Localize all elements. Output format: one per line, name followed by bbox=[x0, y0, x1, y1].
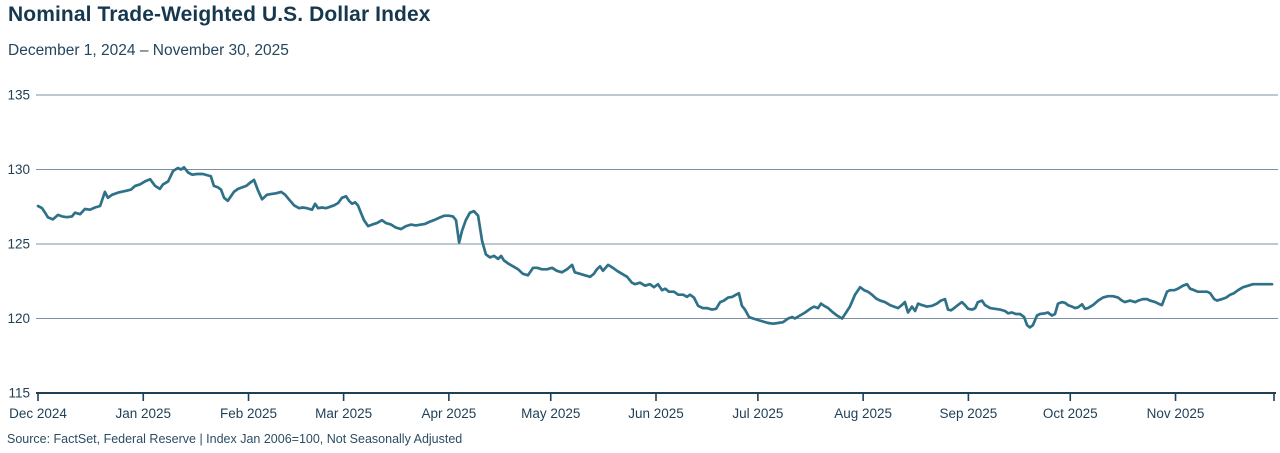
page-title: Nominal Trade-Weighted U.S. Dollar Index bbox=[8, 3, 431, 26]
month-label-jan-2025: Jan 2025 bbox=[115, 406, 171, 421]
month-label-mar-2025: Mar 2025 bbox=[315, 406, 372, 421]
y-axis-label-130: 130 bbox=[7, 162, 30, 177]
index-line bbox=[36, 165, 1274, 329]
page-subtitle: December 1, 2024 – November 30, 2025 bbox=[8, 42, 289, 59]
month-label-nov-2025: Nov 2025 bbox=[1147, 406, 1205, 421]
y-axis-label-125: 125 bbox=[7, 237, 30, 252]
month-label-apr-2025: Apr 2025 bbox=[421, 406, 476, 421]
month-label-may-2025: May 2025 bbox=[521, 406, 580, 421]
month-label-dec-2024: Dec 2024 bbox=[9, 406, 67, 421]
dollar-index-line-chart: 135 130 125 120 115 Dec 2024 Jan 2025 Feb 2025 M… bbox=[7, 88, 1278, 421]
month-label-jul-2025: Jul 2025 bbox=[732, 406, 783, 421]
month-label-feb-2025: Feb 2025 bbox=[220, 406, 277, 421]
month-label-jun-2025: Jun 2025 bbox=[628, 406, 684, 421]
month-label-sep-2025: Sep 2025 bbox=[939, 406, 997, 421]
month-label-aug-2025: Aug 2025 bbox=[834, 406, 892, 421]
month-label-oct-2025: Oct 2025 bbox=[1043, 406, 1098, 421]
y-axis-label-115: 115 bbox=[8, 386, 30, 401]
y-axis-label-135: 135 bbox=[7, 88, 30, 103]
source-note: Source: FactSet, Federal Reserve | Index… bbox=[7, 432, 463, 446]
y-axis-label-120: 120 bbox=[7, 311, 30, 326]
